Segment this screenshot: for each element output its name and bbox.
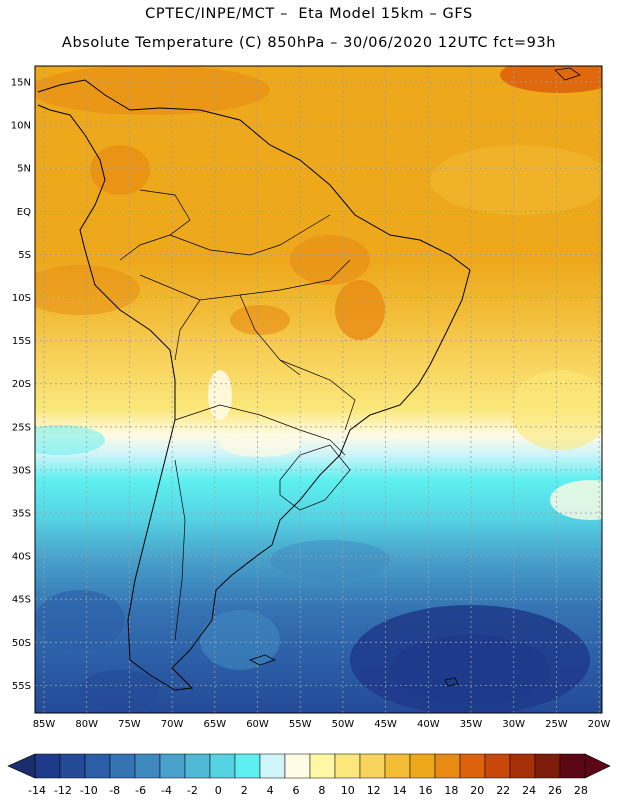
lat-label: 40S bbox=[12, 552, 31, 563]
colorbar-swatch bbox=[459, 753, 486, 779]
colorbar-label: 2 bbox=[241, 784, 248, 797]
lat-label: 15N bbox=[11, 78, 31, 89]
islands bbox=[248, 67, 581, 687]
colorbar-label: -10 bbox=[80, 784, 98, 797]
colorbar-swatch bbox=[409, 753, 436, 779]
colorbar-swatch bbox=[134, 753, 161, 779]
colorbar-swatch bbox=[159, 753, 186, 779]
colorbar-label: 22 bbox=[496, 784, 510, 797]
colorbar-label: 0 bbox=[215, 784, 222, 797]
colorbar-label: 8 bbox=[318, 784, 325, 797]
lon-label: 70W bbox=[161, 719, 184, 730]
colorbar-label: -6 bbox=[135, 784, 146, 797]
colorbar-swatch bbox=[509, 753, 536, 779]
lat-label: 35S bbox=[12, 509, 31, 520]
colorbar-label: -14 bbox=[28, 784, 46, 797]
colorbar-swatch bbox=[559, 753, 586, 779]
colorbar-label: 6 bbox=[293, 784, 300, 797]
colorbar: -14 -12 -10 -8 -6 -4 -2 0 2 4 6 8 10 12 14 16 18 20 22 24 26… bbox=[7, 753, 611, 797]
colorbar-label: 16 bbox=[419, 784, 433, 797]
map-subtitle: Absolute Temperature (C) 850hPa – 30/06/… bbox=[61, 35, 557, 51]
colorbar-swatch bbox=[84, 753, 111, 779]
colorbar-label: 10 bbox=[341, 784, 355, 797]
colorbar-swatch bbox=[209, 753, 236, 779]
lon-label: 50W bbox=[332, 719, 355, 730]
lon-label: 25W bbox=[545, 719, 568, 730]
colorbar-high-arrow bbox=[584, 753, 611, 779]
lon-label: 20W bbox=[588, 719, 611, 730]
colorbar-label: -4 bbox=[161, 784, 172, 797]
colorbar-label: 20 bbox=[470, 784, 484, 797]
colorbar-label: -8 bbox=[109, 784, 120, 797]
colorbar-swatch bbox=[334, 753, 361, 779]
colorbar-swatch bbox=[234, 753, 261, 779]
lat-label: 45S bbox=[12, 595, 31, 606]
colorbar-label: 28 bbox=[574, 784, 588, 797]
lon-label: 80W bbox=[75, 719, 98, 730]
lon-label: 30W bbox=[502, 719, 525, 730]
lat-label: 5S bbox=[18, 250, 31, 261]
colorbar-swatch bbox=[309, 753, 336, 779]
longitude-labels: 85W 80W 75W 70W 65W 60W 55W 50W 45W 40W 35W 30W 25W 2… bbox=[33, 719, 611, 730]
lon-label: 85W bbox=[33, 719, 56, 730]
lon-label: 60W bbox=[246, 719, 269, 730]
lat-label: 25S bbox=[12, 422, 31, 433]
colorbar-swatch bbox=[534, 753, 561, 779]
country-borders bbox=[119, 189, 356, 641]
colorbar-label: -2 bbox=[187, 784, 198, 797]
colorbar-label: 26 bbox=[548, 784, 562, 797]
lat-label: 15S bbox=[12, 336, 31, 347]
colorbar-label: -12 bbox=[54, 784, 72, 797]
lon-label: 75W bbox=[118, 719, 141, 730]
lon-label: 55W bbox=[289, 719, 312, 730]
lat-label: 10S bbox=[12, 293, 31, 304]
colorbar-swatch bbox=[484, 753, 511, 779]
colorbar-label: 14 bbox=[393, 784, 407, 797]
colorbar-label: 24 bbox=[522, 784, 536, 797]
colorbar-swatch bbox=[59, 753, 86, 779]
lat-label: 30S bbox=[12, 465, 31, 476]
colorbar-low-arrow bbox=[7, 753, 36, 779]
colorbar-label: 4 bbox=[267, 784, 274, 797]
colorbar-swatch bbox=[259, 753, 286, 779]
colorbar-swatch bbox=[384, 753, 411, 779]
lat-label: 55S bbox=[12, 681, 31, 692]
lon-label: 45W bbox=[374, 719, 397, 730]
coastline bbox=[37, 79, 471, 691]
colorbar-label: 12 bbox=[367, 784, 381, 797]
lat-label: 10N bbox=[11, 121, 31, 132]
colorbar-swatch bbox=[184, 753, 211, 779]
lon-label: 40W bbox=[417, 719, 440, 730]
lat-label: 5N bbox=[17, 164, 31, 175]
colorbar-swatch bbox=[34, 753, 61, 779]
colorbar-swatch bbox=[109, 753, 136, 779]
colorbar-swatch bbox=[284, 753, 311, 779]
map-title: CPTEC/INPE/MCT – Eta Model 15km – GFS bbox=[145, 6, 473, 22]
colorbar-label: 18 bbox=[444, 784, 458, 797]
colorbar-swatch bbox=[359, 753, 386, 779]
colorbar-swatch bbox=[434, 753, 461, 779]
lon-label: 65W bbox=[203, 719, 226, 730]
latitude-labels: 15N 10N 5N EQ 5S 10S 15S 20S 25S 30S 35S 40S 45S 50S 5… bbox=[11, 78, 31, 692]
temperature-field bbox=[35, 66, 602, 713]
plot-frame bbox=[34, 65, 603, 714]
lon-label: 35W bbox=[460, 719, 483, 730]
lat-label: 50S bbox=[12, 638, 31, 649]
lat-label: 20S bbox=[12, 379, 31, 390]
lat-label: EQ bbox=[17, 207, 31, 218]
